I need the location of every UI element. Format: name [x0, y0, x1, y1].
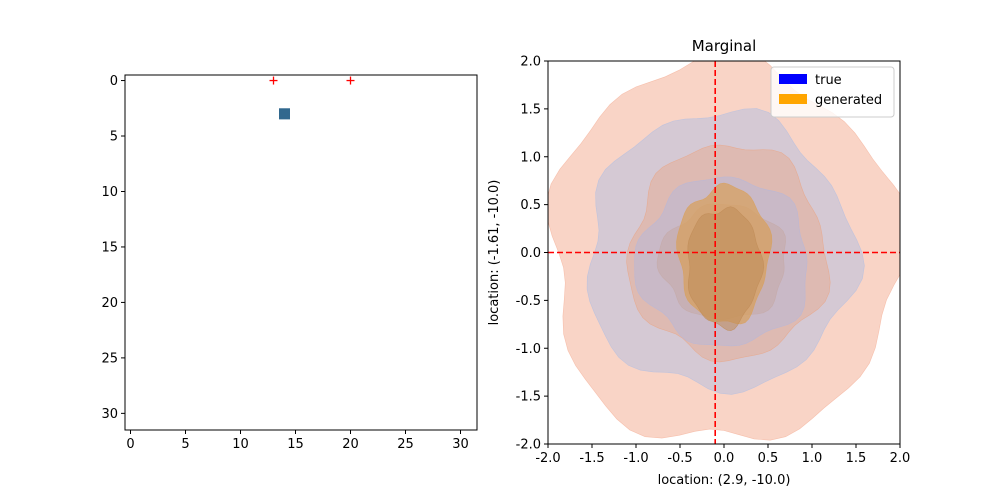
chart-title: Marginal — [692, 37, 757, 55]
y-tick-label: 25 — [101, 351, 118, 366]
legend-swatch — [779, 74, 807, 84]
legend: true generated — [770, 66, 895, 118]
y-tick-label: 30 — [101, 407, 118, 422]
y-tick-label: -0.5 — [516, 294, 541, 309]
y-axis-label: location: (-1.61, -10.0) — [487, 180, 502, 326]
y-tick-label: 0.0 — [520, 246, 541, 261]
x-tick-label: -1.5 — [579, 451, 604, 466]
image-pixel — [279, 108, 290, 120]
legend-label: generated — [815, 93, 882, 108]
x-tick-label: 0.0 — [714, 451, 735, 466]
x-tick-label: 2.0 — [890, 451, 911, 466]
x-tick-label: 0.5 — [758, 451, 779, 466]
x-tick-label: 0 — [126, 437, 134, 452]
image-frame — [124, 74, 478, 431]
x-tick-label: 20 — [342, 437, 359, 452]
legend-swatch — [779, 94, 807, 104]
x-tick-label: 15 — [287, 437, 304, 452]
marginal-axes: -2.0 -1.5 -1.0 -0.5 0.0 0.5 1.0 1.5 2.0 -2.0 -1.5 -… — [487, 37, 911, 488]
x-tick-label: 1.0 — [802, 451, 823, 466]
y-tick-label: 1.5 — [520, 102, 541, 117]
y-tick-label: 0 — [110, 74, 118, 89]
y-tick-label: 20 — [101, 296, 118, 311]
y-tick-label: 15 — [101, 240, 118, 255]
image-axes: 0 5 10 15 20 25 30 0 5 10 15 20 25 30 — [101, 74, 478, 452]
y-tick-label: 0.5 — [520, 198, 541, 213]
legend-label: true — [815, 73, 842, 88]
x-axis-label: location: (2.9, -10.0) — [658, 473, 791, 488]
y-tick-label: 10 — [101, 185, 118, 200]
x-tick-label: -0.5 — [667, 451, 692, 466]
x-tick-label: 10 — [232, 437, 249, 452]
x-tick-label: 1.5 — [846, 451, 867, 466]
x-tick-label: 25 — [397, 437, 414, 452]
x-tick-label: -1.0 — [623, 451, 648, 466]
x-tick-label: 5 — [181, 437, 189, 452]
y-tick-label: 5 — [110, 130, 118, 145]
y-tick-label: -1.5 — [516, 390, 541, 405]
image-background — [125, 75, 477, 430]
y-tick-label: -1.0 — [516, 342, 541, 357]
y-tick-label: -2.0 — [516, 438, 541, 453]
x-tick-label: -2.0 — [535, 451, 560, 466]
y-tick-label: 1.0 — [520, 150, 541, 165]
x-tick-label: 30 — [452, 437, 469, 452]
y-tick-label: 2.0 — [520, 55, 541, 70]
contour-generated-inner — [687, 206, 765, 331]
contour-layer — [548, 61, 900, 444]
